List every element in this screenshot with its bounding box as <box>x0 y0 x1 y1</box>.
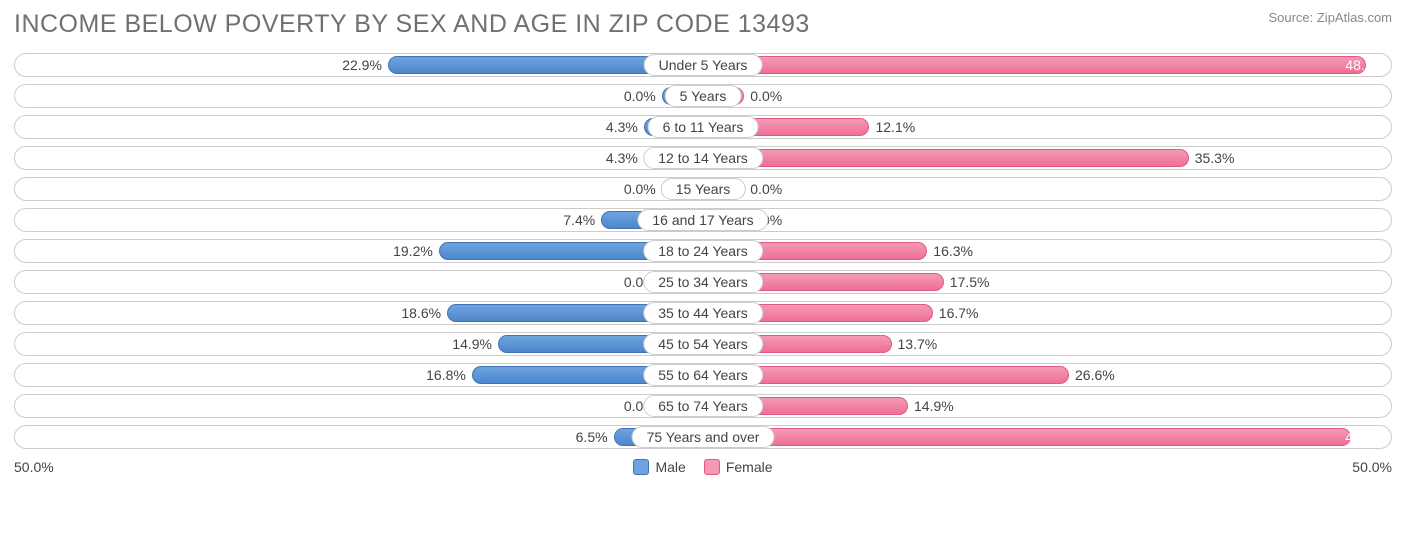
female-value: 26.6% <box>1075 364 1115 386</box>
female-value: 0.0% <box>750 178 782 200</box>
category-label: 25 to 34 Years <box>643 271 763 293</box>
male-value: 22.9% <box>342 54 382 76</box>
male-value: 0.0% <box>624 178 656 200</box>
poverty-chart: INCOME BELOW POVERTY BY SEX AND AGE IN Z… <box>0 0 1406 559</box>
female-bar <box>703 56 1366 74</box>
chart-row: 14.9% 13.7% 45 to 54 Years <box>14 332 1392 356</box>
male-value: 7.4% <box>563 209 595 231</box>
female-value: 48.2% <box>1345 54 1385 76</box>
chart-row: 6.5% 47.1% 75 Years and over <box>14 425 1392 449</box>
chart-title: INCOME BELOW POVERTY BY SEX AND AGE IN Z… <box>14 10 810 39</box>
category-label: 16 and 17 Years <box>637 209 768 231</box>
legend-female: Female <box>704 459 773 475</box>
female-value: 17.5% <box>950 271 990 293</box>
chart-row: 7.4%0.0%16 and 17 Years <box>14 208 1392 232</box>
category-label: 65 to 74 Years <box>643 395 763 417</box>
swatch-female <box>704 459 720 475</box>
category-label: 18 to 24 Years <box>643 240 763 262</box>
chart-row: 4.3% 12.1% 6 to 11 Years <box>14 115 1392 139</box>
male-value: 0.0% <box>624 85 656 107</box>
female-value: 13.7% <box>898 333 938 355</box>
male-value: 4.3% <box>606 147 638 169</box>
chart-row: 18.6% 16.7% 35 to 44 Years <box>14 301 1392 325</box>
axis-max-right: 50.0% <box>1352 459 1392 475</box>
male-value: 16.8% <box>426 364 466 386</box>
female-value: 16.3% <box>933 240 973 262</box>
female-value: 12.1% <box>875 116 915 138</box>
male-value: 4.3% <box>606 116 638 138</box>
male-value: 18.6% <box>401 302 441 324</box>
chart-row: 4.3% 35.3% 12 to 14 Years <box>14 146 1392 170</box>
category-label: 35 to 44 Years <box>643 302 763 324</box>
female-value: 47.1% <box>1345 426 1385 448</box>
female-value: 0.0% <box>750 85 782 107</box>
legend-male: Male <box>633 459 685 475</box>
category-label: 45 to 54 Years <box>643 333 763 355</box>
legend-male-label: Male <box>655 459 685 475</box>
chart-row: 22.9% 48.2% Under 5 Years <box>14 53 1392 77</box>
male-value: 6.5% <box>576 426 608 448</box>
chart-row: 16.8% 26.6% 55 to 64 Years <box>14 363 1392 387</box>
legend-female-label: Female <box>726 459 773 475</box>
chart-row: 0.0% 0.0% 5 Years <box>14 84 1392 108</box>
male-value: 14.9% <box>452 333 492 355</box>
legend: Male Female <box>633 459 772 475</box>
male-value: 19.2% <box>393 240 433 262</box>
category-label: Under 5 Years <box>644 54 763 76</box>
axis-max-left: 50.0% <box>14 459 54 475</box>
category-label: 55 to 64 Years <box>643 364 763 386</box>
swatch-male <box>633 459 649 475</box>
chart-row: 19.2% 16.3% 18 to 24 Years <box>14 239 1392 263</box>
chart-rows: 22.9% 48.2% Under 5 Years 0.0% 0.0% 5 Years 4.… <box>14 53 1392 449</box>
category-label: 15 Years <box>661 178 746 200</box>
category-label: 6 to 11 Years <box>648 116 759 138</box>
female-value: 35.3% <box>1195 147 1235 169</box>
chart-footer: 50.0% Male Female 50.0% <box>14 459 1392 475</box>
category-label: 75 Years and over <box>632 426 775 448</box>
female-bar <box>703 428 1351 446</box>
female-bar <box>703 149 1189 167</box>
chart-row: 0.0%14.9%65 to 74 Years <box>14 394 1392 418</box>
female-value: 16.7% <box>939 302 979 324</box>
category-label: 12 to 14 Years <box>643 147 763 169</box>
female-value: 14.9% <box>914 395 954 417</box>
chart-header: INCOME BELOW POVERTY BY SEX AND AGE IN Z… <box>14 10 1392 39</box>
category-label: 5 Years <box>665 85 742 107</box>
chart-row: 0.0%17.5%25 to 34 Years <box>14 270 1392 294</box>
chart-row: 0.0% 0.0%15 Years <box>14 177 1392 201</box>
chart-source: Source: ZipAtlas.com <box>1268 10 1392 25</box>
